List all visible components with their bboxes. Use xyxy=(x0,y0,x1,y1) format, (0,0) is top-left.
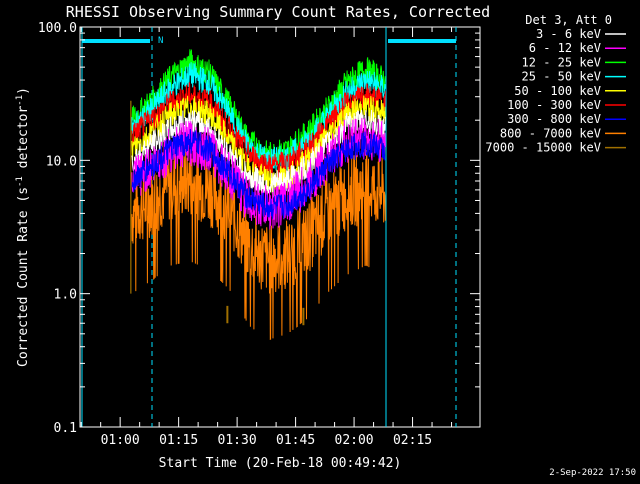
legend-entry-label: 100 - 300 keV xyxy=(507,98,601,112)
y-axis-label: Corrected Count Rate (s-1 detector-1) xyxy=(15,87,31,367)
ylabel-sup-a: -1 xyxy=(15,176,25,187)
series-line-300-800-kev xyxy=(131,128,386,219)
legend-entry-label: 50 - 100 keV xyxy=(514,84,601,98)
y-axis: 0.1 1.0 10.0 100.0 xyxy=(38,21,480,436)
x-tick-label: 01:45 xyxy=(276,433,315,448)
chart-title: RHESSI Observing Summary Count Rates, Co… xyxy=(66,3,490,21)
legend-entry-label: 800 - 7000 keV xyxy=(500,126,601,140)
legend-entry-label: 7000 - 15000 keV xyxy=(485,141,601,155)
series-line-100-300-kev xyxy=(131,82,386,178)
ylabel-part-a: Corrected Count Rate (s xyxy=(16,187,31,367)
series-line-800-7000-kev xyxy=(131,148,386,340)
flag-label: N xyxy=(158,36,163,46)
timestamp: 2-Sep-2022 17:50 xyxy=(549,468,636,478)
x-tick-label: 01:15 xyxy=(159,433,198,448)
x-tick-label: 02:00 xyxy=(335,433,374,448)
y-tick-label: 10.0 xyxy=(46,154,77,169)
legend-entry-label: 12 - 25 keV xyxy=(522,55,601,69)
x-tick-label: 02:15 xyxy=(393,433,432,448)
legend-entry-label: 300 - 800 keV xyxy=(507,112,601,126)
y-tick-label: 1.0 xyxy=(54,288,77,303)
legend-entry-label: 6 - 12 keV xyxy=(529,41,601,55)
y-tick-label: 0.1 xyxy=(54,421,77,436)
y-tick-label: 100.0 xyxy=(38,21,77,36)
x-tick-label: 01:30 xyxy=(218,433,257,448)
legend-header: Det 3, Att 0 xyxy=(525,13,612,27)
ylabel-part-b: detector xyxy=(16,106,31,177)
x-tick-label: 01:00 xyxy=(101,433,140,448)
x-axis: 01:00 01:15 01:30 01:45 02:00 02:15 xyxy=(80,27,453,448)
series-layer xyxy=(130,48,386,340)
ylabel-part-c: ) xyxy=(16,87,31,95)
x-axis-label: Start Time (20-Feb-18 00:49:42) xyxy=(159,456,402,471)
plot-frame xyxy=(79,26,481,428)
legend-entry-label: 3 - 6 keV xyxy=(536,27,601,41)
legend-entry-label: 25 - 50 keV xyxy=(522,70,601,84)
ylabel-sup-b: -1 xyxy=(15,95,25,106)
